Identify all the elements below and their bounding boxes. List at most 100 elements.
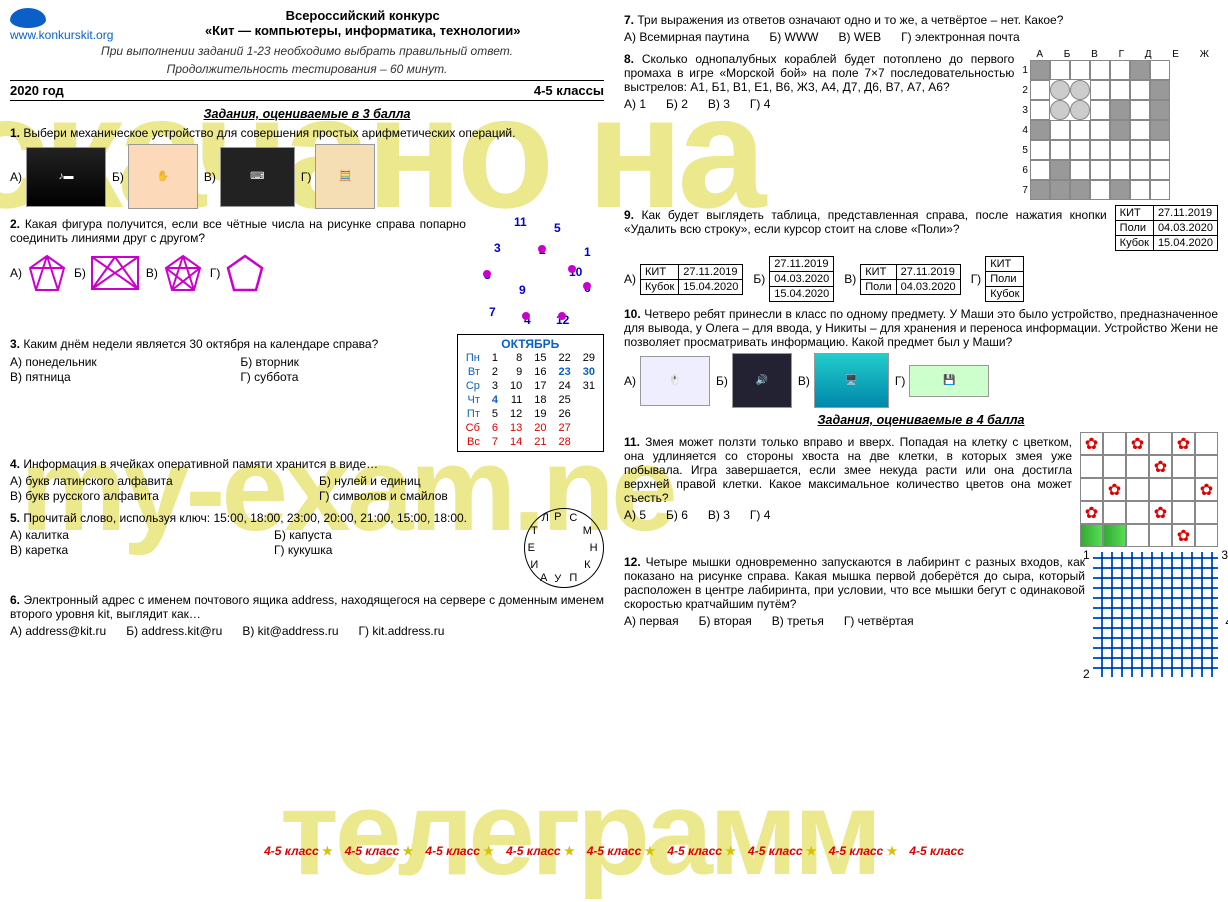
q10-c-label: В) — [798, 374, 810, 388]
grades-label: 4-5 классы — [534, 83, 604, 98]
q11-text: Змея может ползти только вправо и вверх.… — [624, 435, 1072, 505]
q7-text: Три выражения из ответов означают одно и… — [637, 13, 1063, 27]
q1-a-label: А) — [10, 170, 22, 184]
q10-b-label: Б) — [716, 374, 728, 388]
q9-b-label: Б) — [753, 272, 765, 286]
q9-d-label: Г) — [971, 272, 982, 286]
q7-d: Г) электронная почта — [901, 30, 1020, 44]
svg-text:3: 3 — [494, 241, 501, 255]
svg-text:1: 1 — [584, 245, 591, 259]
left-column: www.konkurskit.org Всероссийский конкурс… — [0, 0, 614, 820]
battleship-grid: А Б В Г Д Е Ж 1234567 — [1022, 49, 1218, 200]
monitor-icon: 🖥️ — [814, 353, 889, 408]
q7-b: Б) WWW — [769, 30, 818, 44]
page-columns: www.konkurskit.org Всероссийский конкурс… — [0, 0, 1228, 820]
q4-a: А) букв латинского алфавита — [10, 474, 295, 488]
cal-title: ОКТЯБРЬ — [460, 337, 601, 351]
year-grade-row: 2020 год 4-5 классы — [10, 80, 604, 101]
q8-b: Б) 2 — [666, 97, 688, 111]
q5-text: Прочитай слово, используя ключ: 15:00, 1… — [23, 511, 467, 525]
shape-d-icon — [224, 253, 266, 293]
q7: 7. Три выражения из ответов означают одн… — [624, 13, 1218, 44]
q12-b: Б) вторая — [699, 614, 752, 628]
q2: 2. Какая фигура получится, если все чётн… — [10, 214, 604, 329]
q6-text: Электронный адрес с именем почтового ящи… — [10, 593, 604, 621]
q5-a: А) калитка — [10, 528, 250, 542]
piano-icon: ♪▬ — [26, 147, 106, 207]
q1: 1. Выбери механическое устройство для со… — [10, 126, 604, 209]
q2-b-label: Б) — [74, 266, 86, 280]
section-4pts: Задания, оцениваемые в 4 балла — [624, 413, 1218, 427]
instruction-2: Продолжительность тестирования – 60 мину… — [10, 62, 604, 76]
right-column: 7. Три выражения из ответов означают одн… — [614, 0, 1228, 820]
usb-icon: 💾 — [909, 365, 989, 397]
q4-c: В) букв русского алфавита — [10, 489, 295, 503]
q12: 12. Четыре мышки одновременно запускаютс… — [624, 552, 1218, 677]
q11-d: Г) 4 — [750, 508, 771, 522]
q3: 3. Каким днём недели является 30 октября… — [10, 334, 604, 452]
q6-d: Г) kit.address.ru — [359, 624, 445, 638]
q7-c: В) WEB — [839, 30, 882, 44]
shape-b-icon — [90, 255, 140, 291]
q3-d: Г) суббота — [240, 370, 446, 384]
q4: 4. Информация в ячейках оперативной памя… — [10, 457, 604, 503]
q2-text: Какая фигура получится, если все чётные … — [10, 217, 466, 245]
q3-c: В) пятница — [10, 370, 216, 384]
q4-b: Б) нулей и единиц — [319, 474, 604, 488]
footer: 4-5 класс ★4-5 класс ★4-5 класс ★4-5 кла… — [0, 844, 1228, 858]
year-label: 2020 год — [10, 83, 64, 98]
calendar-widget: ОКТЯБРЬ Пн18152229 Вт29162330 Ср31017243… — [457, 334, 604, 452]
q1-b-label: Б) — [112, 170, 124, 184]
logo-icon — [10, 8, 46, 28]
section-3pts: Задания, оцениваемые в 3 балла — [10, 107, 604, 121]
q3-text: Каким днём недели является 30 октября на… — [23, 337, 378, 351]
q11-a: А) 5 — [624, 508, 646, 522]
q5-d: Г) кукушка — [274, 543, 514, 557]
q5-c: В) каретка — [10, 543, 250, 557]
q12-d: Г) четвёртая — [844, 614, 914, 628]
q11-b: Б) 6 — [666, 508, 688, 522]
q6-b: Б) address.kit@ru — [126, 624, 222, 638]
q2-dots-icon: 115 321 810 96 7412 — [474, 214, 604, 329]
shape-c-icon — [162, 253, 204, 293]
site-url: www.konkurskit.org — [10, 28, 113, 42]
maze-icon: 1 3 2 4 — [1093, 552, 1218, 677]
q6-c: В) kit@address.ru — [242, 624, 338, 638]
q5: 5. Прочитай слово, используя ключ: 15:00… — [10, 508, 604, 588]
q3-b: Б) вторник — [240, 355, 446, 369]
q9-ref-table: КИТ27.11.2019 Поли04.03.2020 Кубок15.04.… — [1115, 205, 1218, 251]
q8-a: А) 1 — [624, 97, 646, 111]
shape-a-icon — [26, 253, 68, 293]
q8: 8. Сколько однопалубных кораблей будет п… — [624, 49, 1218, 200]
clock-icon: РС МН КП УА ИЕ ТЛ — [524, 508, 604, 588]
q8-col-labels: А Б В Г Д Е Ж — [1022, 49, 1218, 60]
q1-text: Выбери механическое устройство для совер… — [23, 126, 515, 140]
header-line2: «Кит — компьютеры, информатика, технолог… — [121, 23, 604, 38]
svg-text:11: 11 — [514, 215, 527, 229]
q9-a-label: А) — [624, 272, 636, 286]
q2-a-label: А) — [10, 266, 22, 280]
typewriter-icon: ⌨ — [220, 147, 295, 207]
q11: 11. Змея может ползти только вправо и вв… — [624, 432, 1218, 547]
q9-c-label: В) — [844, 272, 856, 286]
q6-a: А) address@kit.ru — [10, 624, 106, 638]
q1-d-label: Г) — [301, 170, 312, 184]
svg-text:9: 9 — [519, 283, 526, 297]
q1-c-label: В) — [204, 170, 216, 184]
q3-a: А) понедельник — [10, 355, 216, 369]
q2-d-label: Г) — [210, 266, 221, 280]
mouse-icon: 🖱️ — [640, 356, 710, 406]
q6: 6. Электронный адрес с именем почтового … — [10, 593, 604, 638]
q8-d: Г) 4 — [750, 97, 771, 111]
svg-text:7: 7 — [489, 305, 496, 319]
svg-text:5: 5 — [554, 221, 561, 235]
q12-c: В) третья — [772, 614, 824, 628]
q2-c-label: В) — [146, 266, 158, 280]
q8-c: В) 3 — [708, 97, 730, 111]
hand-icon: ✋ — [128, 144, 198, 209]
q10: 10. Четверо ребят принесли в класс по од… — [624, 307, 1218, 408]
q11-c: В) 3 — [708, 508, 730, 522]
q4-text: Информация в ячейках оперативной памяти … — [23, 457, 378, 471]
q10-d-label: Г) — [895, 374, 906, 388]
q9: 9. Как будет выглядеть таблица, представ… — [624, 205, 1218, 251]
